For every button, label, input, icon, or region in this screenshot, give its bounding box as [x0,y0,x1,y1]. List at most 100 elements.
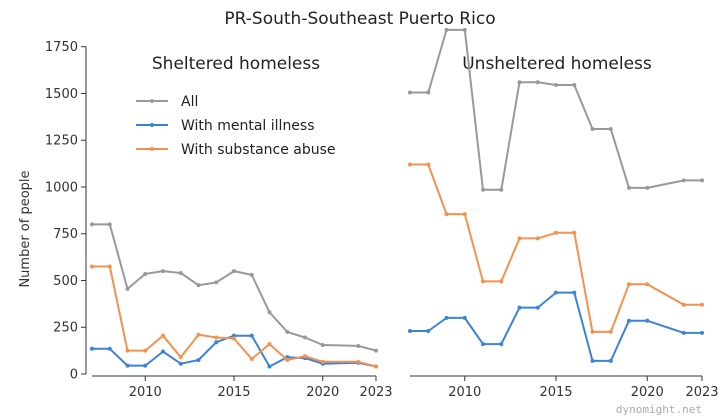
data-point-all [444,27,449,32]
data-point-substance-abuse [143,348,148,353]
y-tick-label: 250 [53,321,78,336]
data-point-substance-abuse [608,329,613,334]
data-point-all [125,286,130,291]
data-point-all [161,269,165,274]
data-point-all [107,222,112,227]
data-point-all [356,343,361,348]
panels: Sheltered homeless 2010 2015 2020 2023 0 250 50… [45,27,719,400]
data-point-mental-illness [608,358,613,363]
data-point-substance-abuse [374,364,378,369]
data-point-substance-abuse [285,357,290,362]
data-point-mental-illness [444,315,449,320]
data-point-all [481,187,485,192]
x-tick-label: 2015 [217,385,250,400]
data-point-all [517,80,522,85]
y-tick-label: 1250 [45,134,78,149]
data-point-all [320,343,325,348]
data-point-substance-abuse [161,333,165,338]
legend-label-mental-illness: With mental illness [181,118,315,134]
y-tick-label: 750 [53,227,78,242]
x-tick-label: 2023 [359,385,392,400]
data-point-substance-abuse [481,279,485,284]
data-point-mental-illness [249,333,254,338]
panel-1: Sheltered homeless 2010 2015 2020 2023 0 250 50… [45,40,393,400]
data-point-all [681,178,686,183]
data-point-substance-abuse [444,212,449,217]
data-point-mental-illness [426,328,431,333]
data-point-mental-illness [572,290,577,295]
data-point-mental-illness [196,357,201,362]
data-point-substance-abuse [303,354,307,359]
y-tick-label: 500 [53,274,78,289]
data-point-all [196,283,201,288]
series-line-substance-abuse [410,163,702,333]
data-point-substance-abuse [627,282,631,287]
series-line-all [92,223,377,352]
legend-marker-all [150,99,154,103]
data-point-mental-illness [90,346,94,351]
data-point-mental-illness [462,315,467,320]
data-point-all [303,335,307,340]
y-axis-label: Number of people [18,170,33,287]
data-point-mental-illness [700,330,704,335]
series-line-mental-illness [410,291,702,362]
x-tick-label: 2023 [685,385,718,400]
data-point-mental-illness [554,290,558,295]
data-point-mental-illness [517,305,522,310]
data-point-mental-illness [125,363,130,368]
data-point-substance-abuse [645,282,650,287]
series-line-all [410,28,702,191]
data-point-all [249,272,254,277]
figure-title: PR-South-Southeast Puerto Rico [224,9,495,29]
data-point-substance-abuse [408,162,412,167]
data-point-substance-abuse [107,264,112,269]
watermark: dynomight.net [616,403,702,416]
x-tick-label: 2015 [539,385,572,400]
x-tick-label: 2010 [448,385,481,400]
data-point-substance-abuse [249,357,254,362]
data-point-substance-abuse [178,355,183,360]
y-tick-label: 0 [70,368,78,383]
y-tick-label: 1000 [45,180,78,195]
data-point-all [499,187,504,192]
x-tick-label: 2010 [129,385,162,400]
data-point-substance-abuse [535,236,540,241]
x-tick-label: 2020 [631,385,664,400]
data-point-all [214,280,219,285]
data-point-all [700,178,704,183]
series-line-substance-abuse [92,265,377,368]
data-point-substance-abuse [214,335,219,340]
data-point-all [608,126,613,131]
y-tick-label: 1500 [45,87,78,102]
data-point-all [90,222,94,227]
legend-marker-substance-abuse [150,147,154,151]
data-point-mental-illness [232,333,236,338]
data-point-substance-abuse [125,348,130,353]
data-point-mental-illness [681,330,686,335]
data-point-substance-abuse [90,264,94,269]
data-point-mental-illness [214,340,219,345]
data-point-substance-abuse [700,302,704,307]
data-point-all [267,310,272,315]
data-point-substance-abuse [499,279,504,284]
panel-title: Unsheltered homeless [462,54,652,74]
panel-title: Sheltered homeless [152,54,320,74]
data-point-substance-abuse [462,212,467,217]
data-point-substance-abuse [232,336,236,341]
data-point-all [178,271,183,276]
data-point-substance-abuse [590,329,595,334]
data-point-substance-abuse [356,359,361,364]
legend: All With mental illness With substance abu… [136,94,336,158]
data-point-all [554,83,558,88]
data-point-all [572,83,577,88]
data-point-all [535,80,540,85]
data-point-substance-abuse [320,359,325,364]
data-point-all [285,329,290,334]
data-point-substance-abuse [196,332,201,337]
data-point-all [408,90,412,95]
data-point-all [232,269,236,274]
data-point-mental-illness [143,363,148,368]
data-point-mental-illness [481,342,485,347]
data-point-all [462,27,467,32]
